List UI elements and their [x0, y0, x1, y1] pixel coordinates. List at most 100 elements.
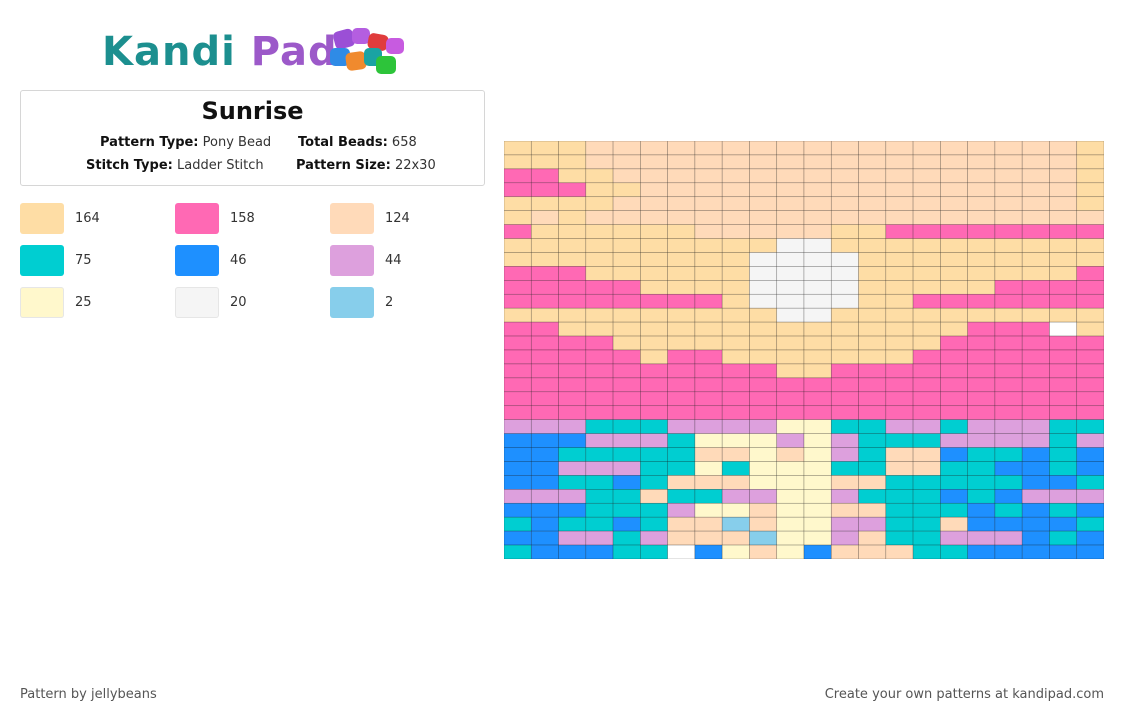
bead-cell[interactable] [558, 391, 587, 407]
bead-cell[interactable] [640, 349, 668, 365]
bead-cell[interactable] [776, 182, 805, 198]
bead-cell[interactable] [885, 489, 914, 504]
bead-cell[interactable] [640, 405, 668, 420]
bead-cell[interactable] [694, 168, 723, 184]
bead-cell[interactable] [530, 391, 559, 407]
bead-cell[interactable] [1076, 363, 1104, 379]
bead-cell[interactable] [585, 516, 614, 532]
bead-cell[interactable] [858, 335, 887, 351]
bead-cell[interactable] [694, 461, 723, 476]
bead-cell[interactable] [667, 182, 696, 198]
bead-cell[interactable] [749, 293, 778, 309]
bead-cell[interactable] [504, 461, 532, 476]
bead-cell[interactable] [612, 224, 641, 239]
bead-cell[interactable] [994, 210, 1023, 225]
bead-cell[interactable] [558, 307, 587, 323]
bead-cell[interactable] [885, 293, 914, 309]
bead-cell[interactable] [858, 391, 887, 407]
bead-cell[interactable] [612, 154, 641, 170]
bead-cell[interactable] [558, 168, 587, 184]
bead-cell[interactable] [994, 252, 1023, 267]
bead-cell[interactable] [803, 252, 832, 267]
bead-cell[interactable] [940, 475, 968, 490]
bead-cell[interactable] [721, 489, 750, 504]
bead-cell[interactable] [803, 530, 832, 546]
bead-cell[interactable] [967, 363, 996, 379]
bead-cell[interactable] [994, 489, 1023, 504]
bead-cell[interactable] [776, 349, 805, 365]
bead-cell[interactable] [1021, 307, 1050, 323]
bead-cell[interactable] [776, 544, 805, 559]
bead-cell[interactable] [1049, 252, 1078, 267]
bead-cell[interactable] [640, 391, 668, 407]
bead-cell[interactable] [967, 321, 996, 337]
bead-cell[interactable] [530, 280, 559, 295]
bead-cell[interactable] [667, 307, 696, 323]
bead-cell[interactable] [640, 489, 668, 504]
bead-cell[interactable] [1049, 293, 1078, 309]
bead-cell[interactable] [667, 280, 696, 295]
bead-cell[interactable] [994, 544, 1023, 559]
bead-cell[interactable] [612, 405, 641, 420]
bead-cell[interactable] [912, 182, 941, 198]
bead-cell[interactable] [585, 210, 614, 225]
bead-cell[interactable] [830, 252, 859, 267]
bead-cell[interactable] [504, 280, 532, 295]
bead-cell[interactable] [749, 475, 778, 490]
bead-cell[interactable] [967, 516, 996, 532]
bead-cell[interactable] [776, 391, 805, 407]
bead-cell[interactable] [640, 419, 668, 434]
bead-cell[interactable] [912, 377, 941, 393]
bead-cell[interactable] [558, 502, 587, 518]
bead-cell[interactable] [776, 321, 805, 337]
bead-cell[interactable] [776, 293, 805, 309]
bead-cell[interactable] [967, 433, 996, 448]
bead-cell[interactable] [558, 321, 587, 337]
bead-cell[interactable] [558, 516, 587, 532]
bead-cell[interactable] [612, 530, 641, 546]
bead-cell[interactable] [558, 335, 587, 351]
bead-cell[interactable] [530, 168, 559, 184]
bead-cell[interactable] [858, 475, 887, 490]
bead-cell[interactable] [585, 405, 614, 420]
bead-cell[interactable] [858, 210, 887, 225]
bead-cell[interactable] [640, 307, 668, 323]
bead-cell[interactable] [803, 182, 832, 198]
bead-cell[interactable] [830, 321, 859, 337]
bead-cell[interactable] [694, 475, 723, 490]
bead-cell[interactable] [530, 363, 559, 379]
bead-cell[interactable] [530, 516, 559, 532]
bead-cell[interactable] [940, 405, 968, 420]
bead-cell[interactable] [885, 461, 914, 476]
bead-cell[interactable] [885, 154, 914, 170]
bead-cell[interactable] [1021, 335, 1050, 351]
bead-cell[interactable] [1021, 391, 1050, 407]
bead-cell[interactable] [776, 266, 805, 281]
bead-cell[interactable] [667, 141, 696, 156]
bead-cell[interactable] [912, 447, 941, 462]
bead-cell[interactable] [858, 377, 887, 393]
bead-cell[interactable] [667, 502, 696, 518]
bead-cell[interactable] [612, 252, 641, 267]
bead-cell[interactable] [1021, 447, 1050, 462]
bead-cell[interactable] [721, 182, 750, 198]
bead-cell[interactable] [504, 335, 532, 351]
bead-cell[interactable] [967, 210, 996, 225]
bead-cell[interactable] [585, 307, 614, 323]
bead-cell[interactable] [1049, 266, 1078, 281]
bead-cell[interactable] [558, 266, 587, 281]
bead-cell[interactable] [858, 530, 887, 546]
bead-cell[interactable] [749, 321, 778, 337]
bead-cell[interactable] [530, 293, 559, 309]
bead-cell[interactable] [585, 461, 614, 476]
bead-cell[interactable] [803, 391, 832, 407]
bead-cell[interactable] [694, 391, 723, 407]
bead-cell[interactable] [640, 154, 668, 170]
bead-cell[interactable] [1049, 335, 1078, 351]
bead-cell[interactable] [858, 502, 887, 518]
bead-cell[interactable] [967, 475, 996, 490]
bead-cell[interactable] [1021, 196, 1050, 211]
bead-cell[interactable] [967, 280, 996, 295]
bead-cell[interactable] [776, 475, 805, 490]
bead-cell[interactable] [776, 238, 805, 253]
